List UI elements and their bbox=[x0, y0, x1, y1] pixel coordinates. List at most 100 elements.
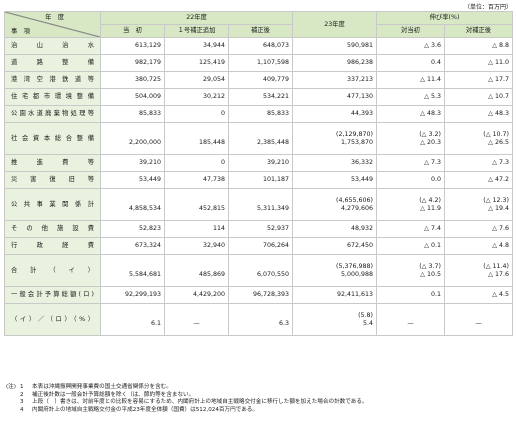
vs-initial-cell: (△ 3.7) △ 10.5 bbox=[376, 254, 445, 287]
cell-value: △ 7.4 bbox=[424, 225, 441, 233]
initial-header: 当 初 bbox=[100, 24, 165, 38]
cell-value: △ 10.7 bbox=[488, 93, 510, 101]
cell-value: 4,429,200 bbox=[192, 291, 225, 299]
note-mark bbox=[6, 407, 20, 415]
fy23-cell: 337,213 bbox=[292, 71, 377, 89]
bracket-value: (△ 3.7) bbox=[419, 263, 441, 270]
cell-value: 125,419 bbox=[198, 59, 225, 67]
table-row: 港湾空港鉄道等 380,725 29,054 409,779 337,213 △ 11.4… bbox=[4, 71, 514, 89]
row-label: 公共事業関係計 bbox=[4, 188, 101, 221]
after-supp-cell: 6,070,550 bbox=[228, 254, 293, 287]
cell-value: 0.1 bbox=[430, 291, 441, 299]
initial-cell: 504,009 bbox=[100, 88, 165, 106]
notes: (注) 1 本表は沖縄振興開発事業費の国土交通省関係分を含む。 2 補正後計数は一般会計… bbox=[6, 384, 368, 414]
supp1-cell: 125,419 bbox=[164, 54, 229, 72]
supp1-cell: 114 bbox=[164, 220, 229, 238]
cell-value: △ 47.2 bbox=[488, 176, 510, 184]
cell-value: 53,449 bbox=[138, 176, 161, 184]
fy23-cell: (5,376,988) 5,000,988 bbox=[292, 254, 377, 287]
table-row: その他施設費 52,823 114 52,937 48,932 △ 7.4 △ 7.6 bbox=[4, 220, 514, 238]
cell-value: 673,324 bbox=[134, 242, 161, 250]
note-item: (注) 1 本表は沖縄振興開発事業費の国土交通省関係分を含む。 bbox=[6, 384, 368, 392]
cell-value: 36,332 bbox=[350, 159, 373, 167]
cell-value: — bbox=[407, 319, 414, 327]
initial-cell: 613,129 bbox=[100, 37, 165, 55]
initial-cell: 4,858,534 bbox=[100, 188, 165, 221]
table-row: 災害復旧等 53,449 47,738 101,187 53,449 0.0 △ 47.2 bbox=[4, 171, 514, 189]
row-label: 治山治水 bbox=[4, 37, 101, 55]
row-label: 港湾空港鉄道等 bbox=[4, 71, 101, 89]
cell-value: 5,311,349 bbox=[256, 204, 289, 212]
note-item: 2 補正後計数は一般会計予算総額を除く（は、節約等を含まない。 bbox=[6, 392, 368, 400]
bracket-value bbox=[232, 197, 289, 205]
supp1-cell: 185,448 bbox=[164, 122, 229, 155]
initial-cell: 85,833 bbox=[100, 105, 165, 123]
bracket-value bbox=[168, 263, 225, 271]
cell-value: 380,725 bbox=[134, 76, 161, 84]
vs-supp-cell: — bbox=[443, 303, 514, 336]
cell-value: 85,833 bbox=[138, 110, 161, 118]
vs-initial-cell: (△ 3.2) △ 20.3 bbox=[376, 122, 445, 155]
cell-value: — bbox=[193, 319, 200, 327]
fy23-cell: (5.8) 5.4 bbox=[292, 303, 377, 336]
after-supp-cell: 409,779 bbox=[228, 71, 293, 89]
vs-initial-cell: (△ 4.2) △ 11.9 bbox=[376, 188, 445, 221]
vs-supp-cell: △ 4.8 bbox=[443, 237, 514, 255]
vs-supp-cell: △ 7.6 bbox=[443, 220, 514, 238]
vs-initial-cell: △ 48.3 bbox=[376, 105, 445, 123]
cell-value: 986,238 bbox=[346, 59, 373, 67]
bracket-value bbox=[168, 312, 225, 320]
fy23-cell: 672,450 bbox=[292, 237, 377, 255]
cell-value: 982,179 bbox=[134, 59, 161, 67]
cell-value: 6.1 bbox=[150, 319, 161, 327]
cell-value: 39,210 bbox=[138, 159, 161, 167]
cell-value: 4,858,534 bbox=[128, 204, 161, 212]
bracket-value bbox=[168, 197, 225, 205]
fy22-header: 22年度 bbox=[100, 11, 293, 25]
initial-cell: 673,324 bbox=[100, 237, 165, 255]
vs-supp-cell: (△ 11.4) △ 17.6 bbox=[443, 254, 514, 287]
table-row: 合計（イ） 5,584,681 485,869 6,070,550 (5,376,… bbox=[4, 254, 514, 287]
supp1-cell: 47,738 bbox=[164, 171, 229, 189]
row-label: 合計（イ） bbox=[4, 254, 101, 287]
note-mark bbox=[6, 392, 20, 400]
after-supp-cell: 101,187 bbox=[228, 171, 293, 189]
cell-value: △ 0.1 bbox=[424, 242, 441, 250]
bracket-value bbox=[104, 312, 161, 320]
cell-value: 34,944 bbox=[202, 42, 225, 50]
cell-value: △ 26.5 bbox=[488, 138, 510, 146]
table-row: 住宅都市環境整備 504,009 30,212 534,221 477,130 △ 5.3… bbox=[4, 88, 514, 106]
supp1-cell: 4,429,200 bbox=[164, 286, 229, 304]
after-supp-header: 補正後 bbox=[228, 24, 293, 38]
bracket-value bbox=[104, 197, 161, 205]
cell-value: 477,130 bbox=[346, 93, 373, 101]
note-number: 4 bbox=[20, 406, 24, 413]
row-label: 道路整備 bbox=[4, 54, 101, 72]
cell-value: 101,187 bbox=[262, 176, 289, 184]
corner-header: 年 度 事 項 bbox=[4, 11, 101, 38]
cell-value: △ 4.5 bbox=[492, 291, 510, 299]
cell-value: 2,385,448 bbox=[256, 138, 289, 146]
table-row: 公共事業関係計 4,858,534 452,815 5,311,349 (4,65… bbox=[4, 188, 514, 221]
after-supp-cell: 39,210 bbox=[228, 154, 293, 172]
table-row: 治山治水 613,129 34,944 648,073 590,981 △ 3.6 △ 8.… bbox=[4, 37, 514, 55]
unit-label: （単位：百万円） bbox=[463, 4, 512, 11]
cell-value: 648,073 bbox=[262, 42, 289, 50]
initial-cell: 5,584,681 bbox=[100, 254, 165, 287]
note-mark bbox=[6, 399, 20, 407]
budget-table: 年 度 事 項 22年度 23年度 伸び率(%) 当 初 １号補正追加 補正後 … bbox=[4, 11, 514, 336]
cell-value: 1,107,598 bbox=[256, 59, 289, 67]
supp1-cell: 30,212 bbox=[164, 88, 229, 106]
table-row: （イ）／（ロ）（%） 6.1 — 6.3 (5.8) 5.4 — — bbox=[4, 303, 514, 336]
vs-supp-header: 対補正後 bbox=[443, 24, 514, 38]
bracket-value bbox=[232, 131, 289, 139]
bracket-value: (△ 3.2) bbox=[419, 131, 441, 138]
cell-value: 29,054 bbox=[202, 76, 225, 84]
after-supp-cell: 2,385,448 bbox=[228, 122, 293, 155]
vs-supp-cell: (△ 10.7) △ 26.5 bbox=[443, 122, 514, 155]
bracket-value: (△ 10.7) bbox=[483, 131, 510, 138]
bracket-value: (△ 11.4) bbox=[483, 263, 510, 270]
fy23-cell: 590,981 bbox=[292, 37, 377, 55]
cell-value: 485,869 bbox=[198, 270, 225, 278]
